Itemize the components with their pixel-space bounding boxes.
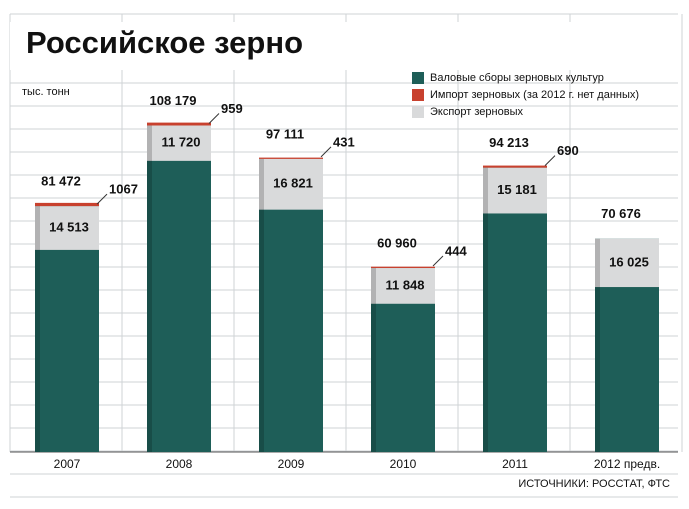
y-axis-label: тыс. тонн [22, 86, 70, 98]
export-segment [595, 238, 659, 288]
bar-side [371, 268, 376, 452]
export-segment [371, 268, 435, 304]
leader [544, 155, 556, 167]
source: ИСТОЧНИКИ: РОССТАТ, ФТС [518, 478, 670, 490]
import-segment [35, 202, 99, 207]
bar-side [483, 167, 488, 452]
bar-side [35, 206, 40, 452]
x-tick-label: 2012 предв. [594, 457, 660, 471]
legend-label: Импорт зерновых (за 2012 г. нет данных) [430, 89, 639, 101]
import-label: 444 [445, 243, 467, 258]
leader [208, 113, 220, 124]
total-label: 81 472 [41, 174, 81, 189]
title-box [10, 22, 678, 70]
export-label: 14 513 [49, 219, 89, 234]
import-label: 431 [333, 134, 355, 149]
total-label: 97 111 [266, 126, 304, 141]
export-label: 11 848 [385, 277, 424, 292]
export-segment [147, 125, 211, 161]
leader [432, 255, 444, 267]
export-segment [35, 206, 99, 250]
chart-title: Российское зерно [26, 25, 303, 60]
import-label: 959 [221, 101, 243, 116]
total-label: 94 213 [489, 135, 529, 150]
x-tick-label: 2008 [166, 457, 193, 471]
bar-side [595, 238, 600, 452]
legend-swatch [412, 72, 424, 84]
harvest-bar [483, 167, 547, 452]
import-segment [259, 157, 323, 159]
export-segment [483, 167, 547, 214]
leader [96, 193, 108, 205]
export-label: 11 720 [161, 135, 200, 150]
import-label: 690 [557, 143, 579, 158]
legend-label: Валовые сборы зерновых культур [430, 72, 604, 84]
leader [320, 146, 332, 158]
import-segment [483, 165, 547, 168]
import-label: 1067 [109, 182, 138, 197]
legend-swatch [412, 89, 424, 101]
background-grid [9, 13, 683, 498]
total-label: 108 179 [150, 93, 197, 108]
harvest-bar [147, 125, 211, 453]
x-tick-label: 2011 [502, 457, 528, 471]
import-segment [147, 122, 211, 126]
total-label: 60 960 [377, 235, 417, 250]
bar-side [259, 158, 264, 452]
x-tick-label: 2009 [278, 457, 305, 471]
x-tick-label: 2010 [390, 457, 417, 471]
export-label: 16 025 [609, 254, 649, 269]
export-segment [259, 158, 323, 210]
export-label: 15 181 [497, 182, 537, 197]
legend-label: Экспорт зерновых [430, 106, 523, 118]
bar-side [147, 125, 152, 453]
import-segment [371, 266, 435, 269]
export-label: 16 821 [273, 176, 313, 191]
total-label: 70 676 [601, 206, 641, 221]
x-tick-label: 2007 [54, 457, 81, 471]
legend-swatch [412, 106, 424, 118]
